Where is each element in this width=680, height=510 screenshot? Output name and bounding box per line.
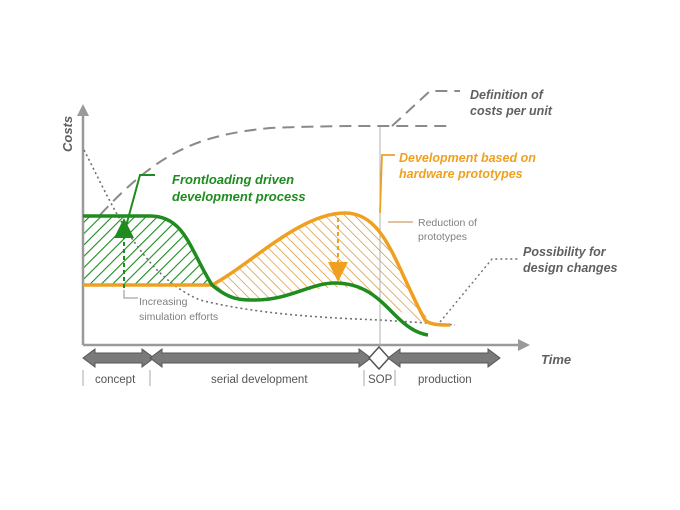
serial-development-label: serial development [211,374,308,386]
unit-cost-leader [391,90,460,127]
x-axis-label: Time [541,352,571,367]
sop-diamond [367,345,391,371]
simulation-leader [123,290,138,299]
production-label: production [418,374,472,386]
concept-phase-arrow [82,348,155,368]
possibility-label: Possibility for design changes [523,245,618,275]
concept-label: concept [95,374,136,386]
green-frontloading-curve [83,214,429,337]
production-phase-arrow [387,348,501,368]
simulation-label: Increasing simulation efforts [139,296,218,323]
y-axis-arrowhead [77,104,89,116]
design-changes-leader [439,258,520,323]
hardware-leader [379,154,395,214]
hardware-label: Development based on hardware prototypes [399,151,539,181]
unit-costs-label: Definition of costs per unit [470,88,553,118]
x-axis-arrowhead [518,339,530,351]
prototype-area [212,213,430,323]
orange-hardware-curve [83,211,451,327]
y-axis-label: Costs [60,116,75,152]
unit-cost-curve [99,125,450,216]
frontloading-leader [124,174,155,231]
sop-label: SOP [368,374,393,386]
serial-phase-arrow [149,348,372,368]
reduction-label: Reduction of prototypes [418,217,480,243]
frontloading-label: Frontloading driven development process [172,172,306,204]
